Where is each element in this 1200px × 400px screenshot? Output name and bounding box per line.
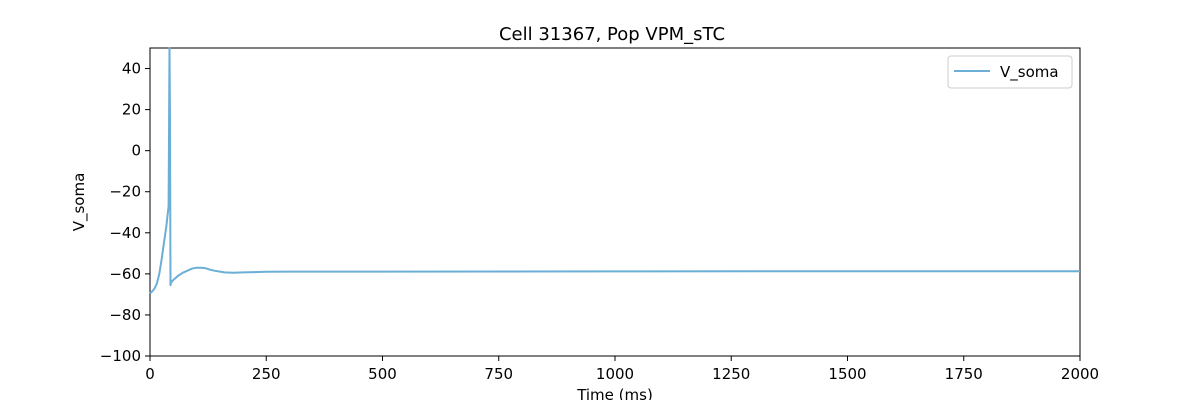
y-tick-label: −80 xyxy=(109,306,141,324)
legend: V_soma xyxy=(947,55,1073,89)
y-tick-label: −60 xyxy=(109,265,141,283)
plot-frame xyxy=(149,47,1081,357)
x-tick-label: 500 xyxy=(368,365,397,383)
y-tick-label: 40 xyxy=(122,60,141,78)
x-tick-label: 750 xyxy=(484,365,513,383)
x-tick-label: 1750 xyxy=(945,365,983,383)
x-axis-label: Time (ms) xyxy=(576,386,653,400)
y-tick-label: −40 xyxy=(109,224,141,242)
legend-box xyxy=(947,55,1073,89)
y-tick-label: 20 xyxy=(122,101,141,119)
series-line-v-soma xyxy=(149,47,1080,295)
plot-area xyxy=(149,47,1081,357)
x-tick-label: 250 xyxy=(252,365,281,383)
y-tick-label: 0 xyxy=(131,142,141,160)
y-axis-label: V_soma xyxy=(70,173,89,232)
x-tick-label: 1000 xyxy=(596,365,634,383)
x-tick-label: 1250 xyxy=(712,365,750,383)
x-axis: 0 250 500 750 1000 1250 1500 1750 2000 xyxy=(145,356,1099,383)
x-tick-label: 2000 xyxy=(1061,365,1099,383)
legend-label: V_soma xyxy=(1000,63,1059,82)
x-tick-label: 0 xyxy=(145,365,155,383)
y-axis: −100 −80 −60 −40 −20 0 20 40 xyxy=(100,60,150,365)
chart-title: Cell 31367, Pop VPM_sTC xyxy=(499,24,725,45)
y-tick-label: −100 xyxy=(100,347,141,365)
series-layer xyxy=(149,47,1080,295)
x-tick-label: 1500 xyxy=(828,365,866,383)
y-tick-label: −20 xyxy=(109,183,141,201)
